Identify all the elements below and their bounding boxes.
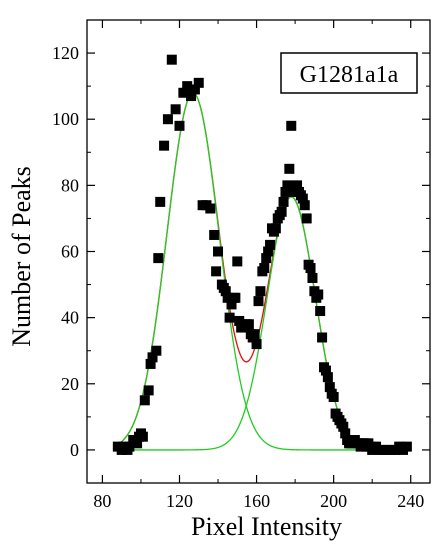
data-point [243,319,254,330]
data-point [189,84,200,95]
data-point [315,306,326,317]
label-box-text: G1281a1a [300,62,399,88]
data-point [263,246,274,257]
data-point [166,54,177,65]
data-point [220,286,231,297]
data-point [159,140,170,151]
data-point [299,200,310,211]
data-point [153,253,164,264]
data-point [174,120,185,131]
x-axis-title: Pixel Intensity [191,512,342,541]
data-point [193,77,204,88]
data-point [213,246,224,257]
data-point [292,180,303,191]
data-points-group [112,54,412,455]
data-point [280,186,291,197]
data-point [145,358,156,369]
y-tick-label: 60 [61,242,79,262]
data-point [249,329,260,340]
y-tick-label: 40 [61,308,79,328]
data-point [211,266,222,277]
data-point [139,395,150,406]
data-point [261,253,272,264]
data-point [137,431,148,442]
data-point [132,438,143,449]
data-point [170,104,181,115]
data-point [313,289,324,300]
data-point [186,91,197,102]
data-point [224,312,235,323]
x-tick-label: 80 [93,491,111,511]
data-point [320,365,331,376]
data-point [253,296,264,307]
data-point [162,114,173,125]
ticks-group: 80 120 160 200 240 0 20 40 60 80 100 120 [52,20,430,511]
data-point [301,213,312,224]
y-tick-label: 100 [52,109,79,129]
data-point [270,223,281,234]
data-point [305,263,316,274]
label-box [280,52,418,94]
data-point [340,428,351,439]
data-point [265,239,276,250]
data-point [209,229,220,240]
x-tick-label: 240 [397,491,424,511]
data-point [338,421,349,432]
data-point [284,163,295,174]
data-point [182,81,193,92]
y-tick-label: 120 [52,43,79,63]
data-point [222,292,233,303]
data-point [234,315,245,326]
data-point [401,441,412,452]
data-point [259,263,270,274]
data-point [317,332,328,343]
data-point [226,299,237,310]
x-tick-label: 200 [320,491,347,511]
data-point [230,292,241,303]
x-tick-label: 160 [243,491,270,511]
data-point [328,392,339,403]
y-axis-title: Number of Peaks [7,166,36,347]
data-point [322,372,333,383]
data-point [232,256,243,267]
y-tick-label: 0 [70,440,79,460]
data-point [155,196,166,207]
data-point [324,382,335,393]
data-point [286,120,297,131]
fit-curve-gaussian [117,196,411,451]
data-point [143,385,154,396]
data-point [147,352,158,363]
data-point [124,441,135,452]
labels-group: Pixel Intensity Number of Peaks G1281a1a [7,52,418,541]
data-point [251,339,262,350]
data-point [255,286,266,297]
y-tick-label: 20 [61,374,79,394]
data-point [278,196,289,207]
data-point [205,203,216,214]
data-point [276,206,287,217]
data-point [307,272,318,283]
data-point [297,193,308,204]
x-tick-label: 120 [166,491,193,511]
data-point [151,345,162,356]
data-point [178,87,189,98]
y-tick-label: 80 [61,175,79,195]
data-point [282,180,293,191]
